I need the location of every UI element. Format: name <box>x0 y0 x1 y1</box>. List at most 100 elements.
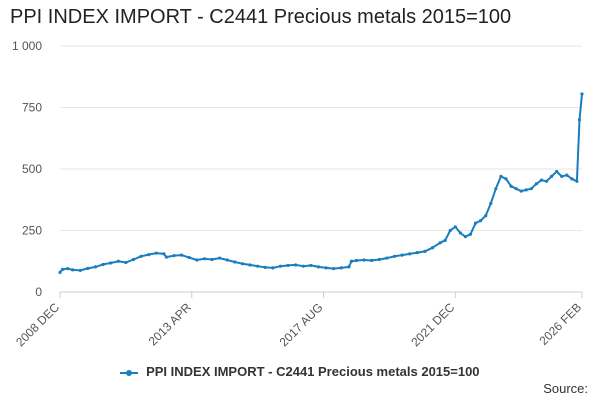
data-point[interactable] <box>560 174 564 178</box>
data-point[interactable] <box>58 270 62 274</box>
data-point[interactable] <box>580 92 584 96</box>
y-tick-label: 500 <box>22 162 42 176</box>
data-point[interactable] <box>575 179 579 183</box>
data-point[interactable] <box>294 263 298 267</box>
legend[interactable]: PPI INDEX IMPORT - C2441 Precious metals… <box>0 364 600 379</box>
data-point[interactable] <box>210 257 214 262</box>
data-point[interactable] <box>519 189 523 193</box>
data-point[interactable] <box>202 257 207 261</box>
data-point[interactable] <box>180 253 184 257</box>
data-point[interactable] <box>400 253 404 257</box>
data-point[interactable] <box>233 260 237 264</box>
data-point[interactable] <box>332 267 336 271</box>
y-tick-label: 1 000 <box>12 39 42 53</box>
data-point[interactable] <box>248 263 252 267</box>
data-point[interactable] <box>362 258 366 262</box>
data-point[interactable] <box>415 251 419 255</box>
data-point[interactable] <box>494 187 498 191</box>
data-point[interactable] <box>286 263 290 268</box>
legend-line-marker-icon <box>120 369 139 376</box>
data-point[interactable] <box>71 268 75 272</box>
data-point[interactable] <box>349 259 354 263</box>
data-point[interactable] <box>164 255 169 259</box>
data-point[interactable] <box>218 256 222 260</box>
data-point[interactable] <box>577 118 582 122</box>
data-point[interactable] <box>443 238 447 242</box>
data-point[interactable] <box>539 178 544 182</box>
data-point[interactable] <box>187 255 191 260</box>
data-point[interactable] <box>240 262 245 266</box>
data-point[interactable] <box>195 258 199 262</box>
data-point[interactable] <box>354 258 359 263</box>
legend-label: PPI INDEX IMPORT - C2441 Precious metals… <box>146 364 480 379</box>
data-point[interactable] <box>499 174 503 178</box>
data-point[interactable] <box>489 201 493 206</box>
data-point[interactable] <box>555 169 559 174</box>
data-point[interactable] <box>124 260 128 265</box>
data-point[interactable] <box>438 241 442 245</box>
data-point[interactable] <box>339 266 343 270</box>
data-point[interactable] <box>301 264 305 268</box>
y-axis-ticks: 0 250 500 750 1 000 <box>12 39 42 299</box>
x-tick-label: 2017 AUG <box>277 300 326 349</box>
data-point[interactable] <box>256 264 260 268</box>
data-point[interactable] <box>570 177 574 181</box>
data-point[interactable] <box>423 249 427 254</box>
series-layer <box>58 92 584 274</box>
data-point[interactable] <box>309 263 313 268</box>
data-point[interactable] <box>109 261 113 265</box>
data-point[interactable] <box>468 232 473 236</box>
data-point[interactable] <box>549 174 554 178</box>
data-point[interactable] <box>430 246 435 250</box>
data-point[interactable] <box>147 253 151 257</box>
y-tick-label: 750 <box>22 101 42 115</box>
data-point[interactable] <box>370 258 374 263</box>
data-point[interactable] <box>385 256 389 260</box>
data-point[interactable] <box>271 266 275 270</box>
source-label[interactable]: Source: <box>543 381 588 396</box>
data-point[interactable] <box>66 267 70 271</box>
data-point[interactable] <box>278 264 283 268</box>
data-point[interactable] <box>453 225 457 229</box>
gridlines <box>60 45 582 293</box>
data-point[interactable] <box>324 266 328 270</box>
data-point[interactable] <box>101 262 105 267</box>
data-point[interactable] <box>504 177 508 181</box>
data-point[interactable] <box>544 179 549 183</box>
x-tick-label: 2013 APR <box>146 300 194 348</box>
data-point[interactable] <box>116 259 120 263</box>
data-point[interactable] <box>565 173 569 177</box>
data-point[interactable] <box>162 252 166 256</box>
data-point[interactable] <box>479 219 483 223</box>
data-point[interactable] <box>347 265 351 269</box>
data-point[interactable] <box>473 221 478 225</box>
y-tick-label: 250 <box>22 224 42 238</box>
data-point[interactable] <box>86 266 90 270</box>
data-point[interactable] <box>484 214 488 218</box>
data-point[interactable] <box>458 231 462 235</box>
chart-title: PPI INDEX IMPORT - C2441 Precious metals… <box>10 6 512 28</box>
data-point[interactable] <box>78 268 82 272</box>
data-point[interactable] <box>154 251 158 255</box>
data-point[interactable] <box>172 253 176 258</box>
data-point[interactable] <box>408 252 412 256</box>
data-point[interactable] <box>514 187 518 191</box>
data-point[interactable] <box>131 257 136 262</box>
data-point[interactable] <box>316 265 321 269</box>
data-point[interactable] <box>377 257 381 262</box>
y-tick-label: 0 <box>35 285 42 299</box>
data-point[interactable] <box>263 265 267 269</box>
x-axis-ticks: 2008 DEC 2013 APR 2017 AUG 2021 DEC 2026 FEB <box>13 292 584 349</box>
data-point[interactable] <box>60 267 65 271</box>
data-point[interactable] <box>463 235 468 239</box>
x-tick-label: 2008 DEC <box>13 300 62 349</box>
data-point[interactable] <box>509 184 513 188</box>
data-point[interactable] <box>139 254 143 258</box>
data-point[interactable] <box>529 187 533 191</box>
data-point[interactable] <box>93 265 98 269</box>
data-point[interactable] <box>534 182 538 186</box>
data-point[interactable] <box>524 188 528 192</box>
data-point[interactable] <box>392 254 397 258</box>
data-point[interactable] <box>225 258 229 262</box>
data-point[interactable] <box>448 228 452 233</box>
